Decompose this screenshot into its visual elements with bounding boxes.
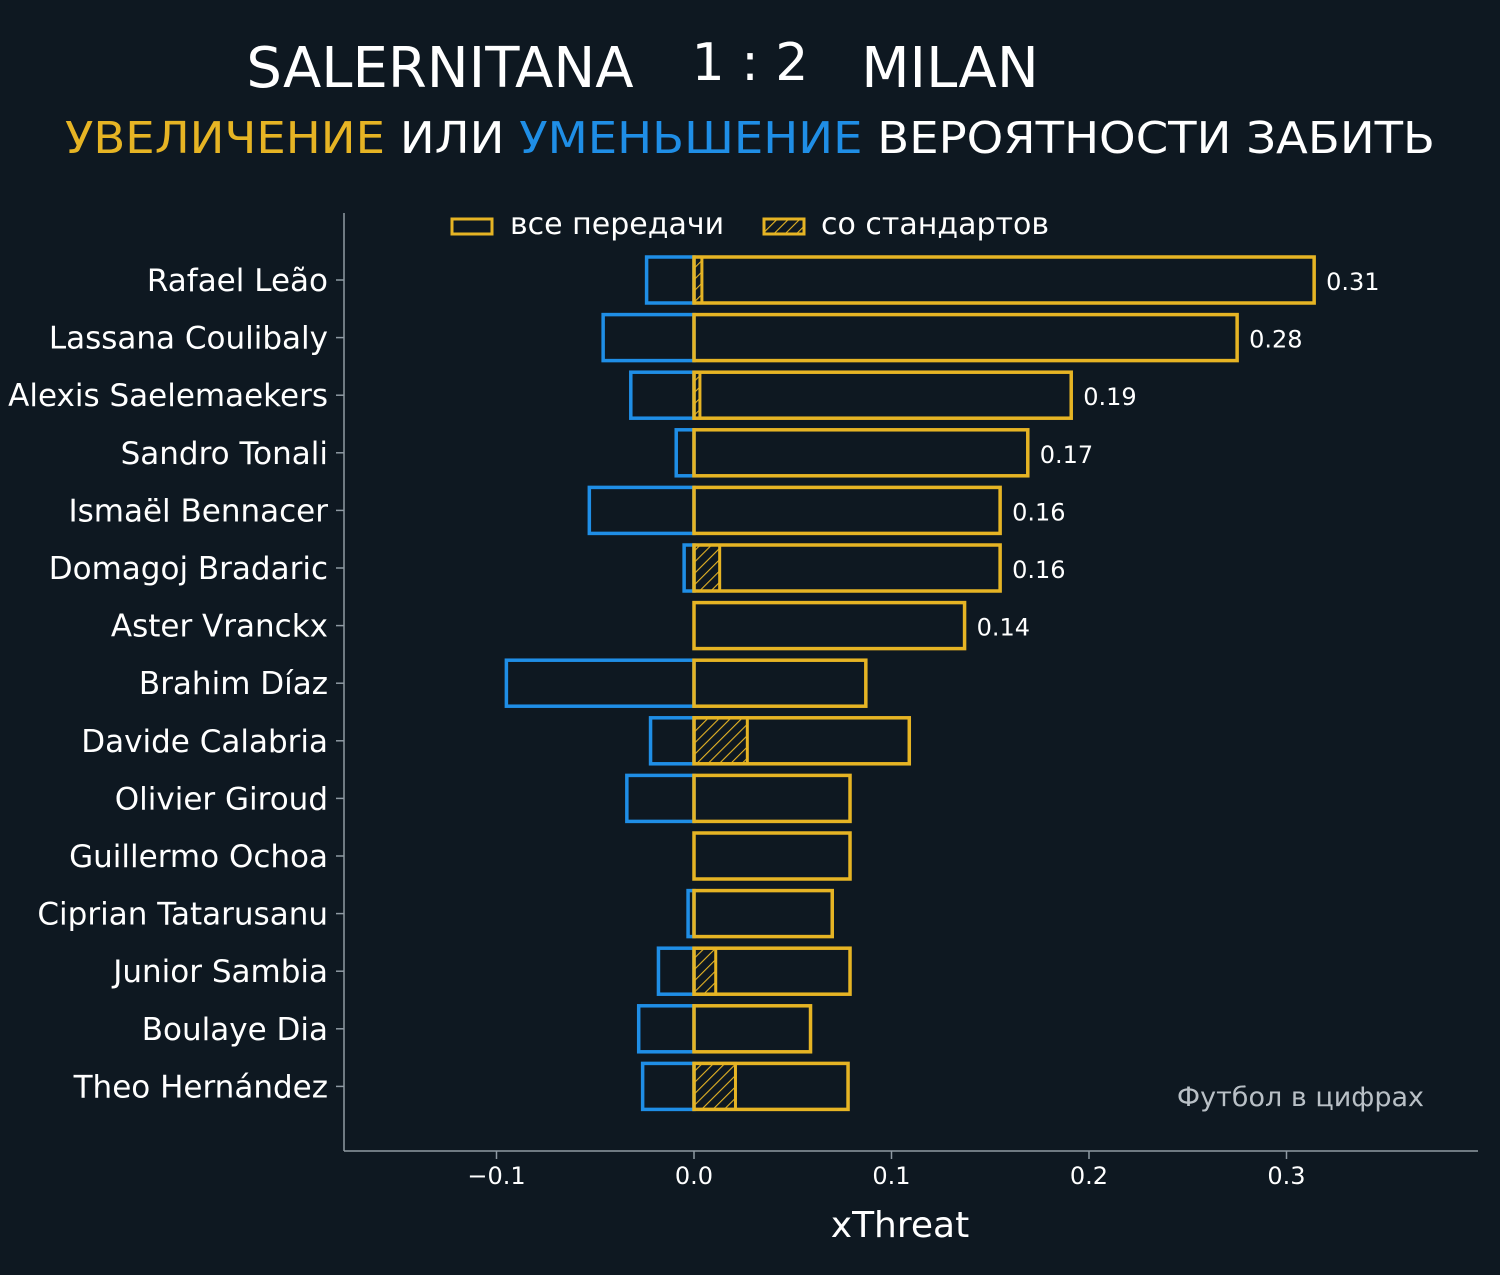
positive-bar <box>692 888 834 939</box>
negative-bar <box>656 946 696 996</box>
positive-bar <box>692 1061 850 1112</box>
legend-set-pieces-swatch <box>762 217 806 236</box>
player-name-label: Rafael Leão <box>147 263 328 299</box>
bars <box>504 255 1316 1112</box>
positive-bar <box>692 773 852 824</box>
legend-set-pieces-label: со стандартов <box>821 207 1049 242</box>
value-label: 0.14 <box>977 614 1030 642</box>
set-piece-bar <box>692 946 718 996</box>
positive-bar <box>692 370 1073 420</box>
set-piece-bar <box>692 1061 737 1111</box>
player-name-label: Olivier Giroud <box>115 781 328 817</box>
x-tick-label: 0.3 <box>1267 1162 1305 1190</box>
positive-bar <box>692 255 1316 305</box>
x-tick-label: 0.1 <box>872 1162 910 1190</box>
positive-bar <box>692 543 1002 593</box>
legend: все передачи со стандартов <box>450 207 1049 242</box>
subtitle-decrease: УМЕНЬШЕНИЕ <box>519 113 862 164</box>
value-label: 0.28 <box>1249 326 1302 354</box>
negative-bar <box>640 1061 696 1112</box>
value-label: 0.16 <box>1012 498 1065 526</box>
positive-bar <box>692 658 868 708</box>
positive-bar <box>692 600 967 651</box>
positive-bar <box>692 831 852 881</box>
player-name-label: Boulaye Dia <box>142 1012 328 1048</box>
positive-bar <box>692 485 1002 536</box>
subtitle-increase: УВЕЛИЧЕНИЕ <box>65 113 385 164</box>
value-label: 0.17 <box>1040 441 1093 469</box>
positive-bar <box>692 428 1030 478</box>
x-tick-label: 0.0 <box>675 1162 713 1190</box>
y-axis-labels: Rafael Leão Lassana Coulibaly Alexis Saele… <box>8 263 344 1105</box>
value-labels: 0.31 0.28 0.19 0.17 0.16 0.16 0.14 <box>977 268 1380 642</box>
set-piece-bar <box>692 543 722 593</box>
positive-bar <box>692 946 852 996</box>
player-name-label: Brahim Díaz <box>139 666 328 702</box>
x-axis-ticks: −0.1 0.0 0.1 0.2 0.3 <box>467 1151 1306 1190</box>
value-label: 0.31 <box>1326 268 1379 296</box>
value-label: 0.19 <box>1083 383 1136 411</box>
negative-bar <box>587 485 696 536</box>
player-name-label: Ciprian Tatarusanu <box>37 897 328 933</box>
player-name-label: Davide Calabria <box>81 724 328 760</box>
negative-bar <box>601 312 696 363</box>
player-name-label: Alexis Saelemaekers <box>8 378 328 414</box>
x-tick-label: 0.2 <box>1070 1162 1108 1190</box>
player-name-label: Guillermo Ochoa <box>69 839 328 875</box>
value-label: 0.16 <box>1012 556 1065 584</box>
player-name-label: Theo Hernández <box>73 1069 328 1105</box>
negative-bar <box>674 428 696 478</box>
legend-all-passes-swatch <box>450 217 494 236</box>
player-name-label: Junior Sambia <box>111 954 328 990</box>
x-axis-label: xThreat <box>831 1205 969 1246</box>
subtitle: УВЕЛИЧЕНИЕ ИЛИ УМЕНЬШЕНИЕ ВЕРОЯТНОСТИ ЗА… <box>65 113 1435 164</box>
title-home-team: SALERNITANA <box>246 36 633 101</box>
player-name-label: Aster Vranckx <box>111 609 328 645</box>
player-name-label: Sandro Tonali <box>121 436 328 472</box>
negative-bar <box>644 255 696 305</box>
positive-bar <box>692 312 1239 363</box>
subtitle-rest: ВЕРОЯТНОСТИ ЗАБИТЬ <box>877 113 1435 164</box>
player-name-label: Lassana Coulibaly <box>49 321 328 357</box>
positive-bar <box>692 716 912 766</box>
positive-bar <box>692 1004 813 1054</box>
x-tick-label: −0.1 <box>467 1162 525 1190</box>
watermark: Футбол в цифрах <box>1177 1082 1424 1113</box>
title-score: 1 : 2 <box>692 33 809 93</box>
negative-bar <box>629 370 696 420</box>
player-name-label: Ismaël Bennacer <box>68 493 328 529</box>
negative-bar <box>648 716 696 766</box>
player-name-label: Domagoj Bradaric <box>49 551 328 587</box>
negative-bar <box>625 773 696 824</box>
title-away-team: MILAN <box>861 36 1039 101</box>
subtitle-or: ИЛИ <box>400 113 505 164</box>
legend-all-passes-label: все передачи <box>510 207 724 242</box>
negative-bar <box>636 1004 696 1054</box>
negative-bar <box>504 658 696 708</box>
set-piece-bar <box>692 716 749 766</box>
